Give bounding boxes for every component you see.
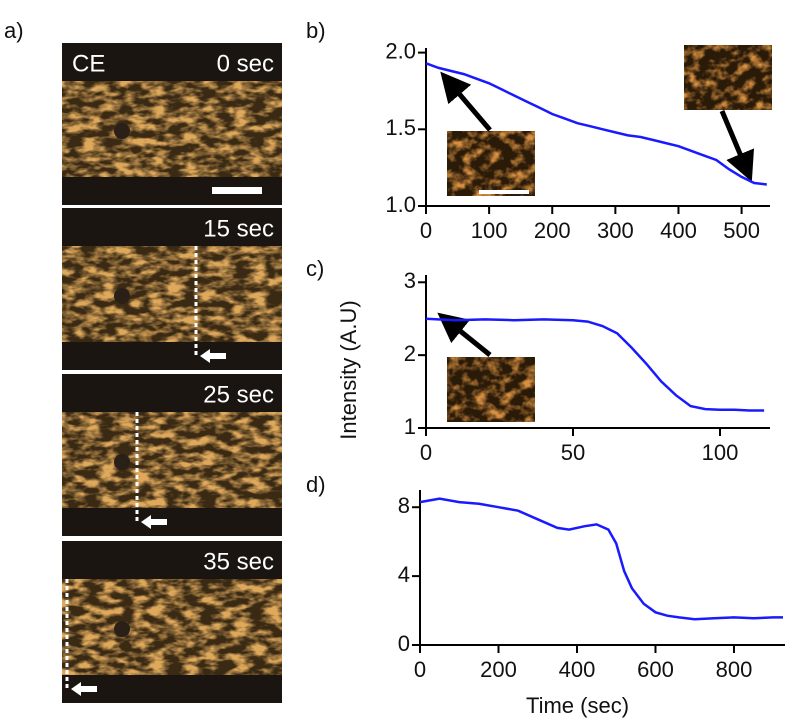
y-tick-label: 2.0 xyxy=(385,38,416,63)
image-time: 25 sec xyxy=(203,381,274,408)
y-tick-label: 0 xyxy=(398,631,410,656)
image-tag: CE xyxy=(72,50,105,77)
image-particle xyxy=(114,621,130,637)
data-line xyxy=(419,497,783,621)
x-tick-label: 400 xyxy=(660,218,697,243)
y-tick-label: 1 xyxy=(404,414,416,439)
scale-bar xyxy=(479,190,529,194)
front-arrow xyxy=(71,682,97,696)
y-tick-label: 1.5 xyxy=(385,115,416,140)
x-tick-label: 0 xyxy=(420,218,432,243)
y-axis-label: Intensity (A.U) xyxy=(336,300,361,439)
y-tick-label: 8 xyxy=(398,493,410,518)
image-texture xyxy=(62,579,282,675)
y-tick-label: 2 xyxy=(404,341,416,366)
panel-label: c) xyxy=(306,256,324,281)
data-line xyxy=(425,62,767,186)
chart: 0 4 8 0 200 400 600 800 Time (sec) xyxy=(398,490,785,718)
x-tick-label: 100 xyxy=(702,440,739,465)
image-time: 0 sec xyxy=(217,50,274,77)
image-texture xyxy=(62,246,282,342)
image-particle xyxy=(114,454,130,470)
x-tick-label: 0 xyxy=(414,657,426,682)
data-line xyxy=(425,317,765,412)
inset-image xyxy=(447,357,535,422)
x-tick-label: 200 xyxy=(480,657,517,682)
inset-image xyxy=(447,131,535,196)
y-tick-label: 3 xyxy=(404,268,416,293)
image-time: 35 sec xyxy=(203,548,274,575)
axes xyxy=(419,490,785,646)
scale-bar xyxy=(212,187,262,194)
image-texture xyxy=(62,81,282,177)
inset-image xyxy=(684,45,772,110)
x-tick-label: 0 xyxy=(420,440,432,465)
inset-arrow xyxy=(437,312,492,357)
x-tick-label: 200 xyxy=(534,218,571,243)
image-time: 15 sec xyxy=(203,215,274,242)
x-axis-label: Time (sec) xyxy=(526,693,629,718)
image-panel: 0 sec CE 15 sec 25 sec 35 sec xyxy=(62,43,282,703)
panel-label: d) xyxy=(306,472,326,497)
inset-arrow xyxy=(719,110,755,182)
x-tick-label: 300 xyxy=(597,218,634,243)
x-tick-label: 400 xyxy=(559,657,596,682)
image-particle xyxy=(114,123,130,139)
y-tick-label: 4 xyxy=(398,562,410,587)
chart: 1.0 1.5 2.0 0 100 200 300 400 500 xyxy=(385,38,772,243)
panel-label: b) xyxy=(306,18,326,43)
inset-arrow xyxy=(440,71,492,132)
image-texture xyxy=(62,412,282,508)
x-tick-label: 600 xyxy=(637,657,674,682)
x-tick-label: 50 xyxy=(561,440,585,465)
front-arrow xyxy=(200,349,226,363)
panel-label: a) xyxy=(4,18,24,43)
x-tick-label: 800 xyxy=(716,657,753,682)
x-tick-label: 100 xyxy=(471,218,508,243)
x-tick-label: 500 xyxy=(723,218,760,243)
chart: 1 2 3 0 50 100 Intensity (A.U) xyxy=(336,268,770,465)
front-arrow xyxy=(141,515,167,529)
image-particle xyxy=(114,288,130,304)
y-tick-label: 1.0 xyxy=(385,192,416,217)
